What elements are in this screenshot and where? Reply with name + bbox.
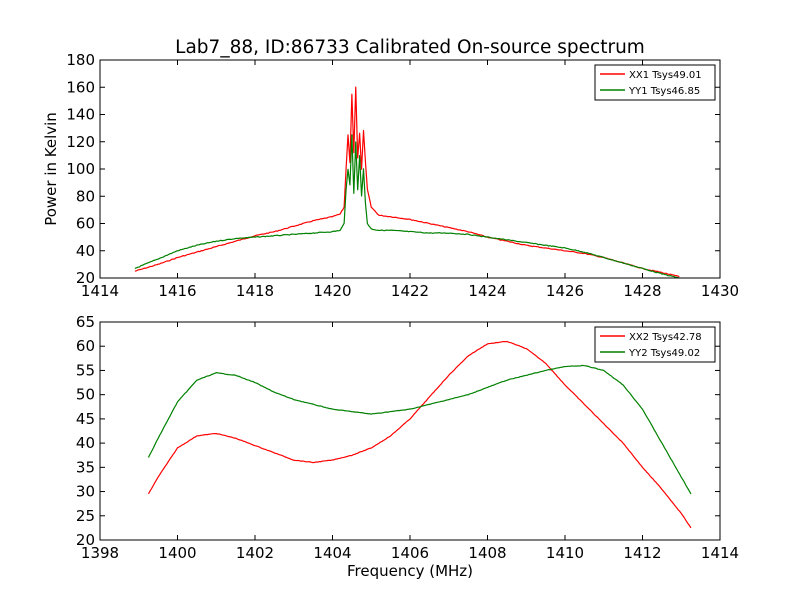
chart-title: Lab7_88, ID:86733 Calibrated On-source s…	[175, 37, 645, 58]
series-line-yy1	[134, 134, 680, 279]
series-line-yy2	[147, 364, 692, 495]
top-y-axis-label: Power in Kelvin	[42, 112, 60, 226]
top-legend-label-xx1: XX1 Tsys49.01	[629, 70, 702, 81]
x-tick-label: 1420	[313, 282, 351, 300]
bottom-x-axis-label: Frequency (MHz)	[347, 562, 473, 580]
x-tick-label: 1408	[468, 544, 506, 562]
x-tick-label: 1428	[623, 282, 661, 300]
y-tick-label: 40	[76, 242, 95, 260]
x-tick-label: 1414	[701, 544, 739, 562]
y-tick-label: 25	[76, 507, 95, 525]
bottom-legend: XX2 Tsys42.78 YY2 Tsys49.02	[594, 326, 716, 363]
y-tick-label: 120	[66, 133, 95, 151]
x-tick-label: 1402	[236, 544, 274, 562]
y-tick-label: 55	[76, 361, 95, 379]
y-tick-label: 180	[66, 51, 95, 69]
y-tick-label: 50	[76, 386, 95, 404]
x-tick-label: 1398	[81, 544, 119, 562]
x-tick-label: 1406	[391, 544, 429, 562]
y-tick-label: 60	[76, 215, 95, 233]
bottom-plot-ticks: 1398 1400 1402 1404 1406 1408 1410 1412 1414 20 25…	[76, 313, 739, 562]
bottom-plot-series	[147, 340, 692, 529]
top-plot-ticks: 1414 1416 1418 1420 1422 1424 1426 1428 1430 20 40…	[66, 51, 739, 300]
y-tick-label: 65	[76, 313, 95, 331]
x-tick-label: 1422	[391, 282, 429, 300]
bottom-legend-label-yy2: YY2 Tsys49.02	[628, 348, 700, 359]
y-tick-label: 35	[76, 458, 95, 476]
x-tick-label: 1414	[81, 282, 119, 300]
x-tick-label: 1410	[546, 544, 584, 562]
top-plot: 1414 1416 1418 1420 1422 1424 1426 1428 1430 20 40…	[42, 51, 739, 300]
y-tick-label: 140	[66, 106, 95, 124]
x-tick-label: 1412	[623, 544, 661, 562]
y-tick-label: 80	[76, 187, 95, 205]
top-plot-series	[134, 86, 680, 279]
top-legend: XX1 Tsys49.01 YY1 Tsys46.85	[594, 64, 716, 101]
y-tick-label: 45	[76, 410, 95, 428]
x-tick-label: 1430	[701, 282, 739, 300]
top-legend-box	[594, 64, 716, 101]
y-tick-label: 30	[76, 483, 95, 501]
x-tick-label: 1416	[158, 282, 196, 300]
bottom-plot: 1398 1400 1402 1404 1406 1408 1410 1412 1414 20 25…	[76, 313, 739, 580]
y-tick-label: 40	[76, 434, 95, 452]
y-tick-label: 20	[76, 531, 95, 549]
bottom-legend-box	[594, 326, 716, 363]
y-tick-label: 160	[66, 78, 95, 96]
x-tick-label: 1418	[236, 282, 274, 300]
x-tick-label: 1424	[468, 282, 506, 300]
bottom-legend-label-xx2: XX2 Tsys42.78	[629, 332, 702, 343]
series-line-xx1	[134, 86, 680, 278]
top-legend-label-yy1: YY1 Tsys46.85	[628, 86, 700, 97]
series-line-xx2	[147, 340, 692, 529]
y-tick-label: 60	[76, 337, 95, 355]
x-tick-label: 1404	[313, 544, 351, 562]
y-tick-label: 100	[66, 160, 95, 178]
x-tick-label: 1426	[546, 282, 584, 300]
y-tick-label: 20	[76, 269, 95, 287]
x-tick-label: 1400	[158, 544, 196, 562]
